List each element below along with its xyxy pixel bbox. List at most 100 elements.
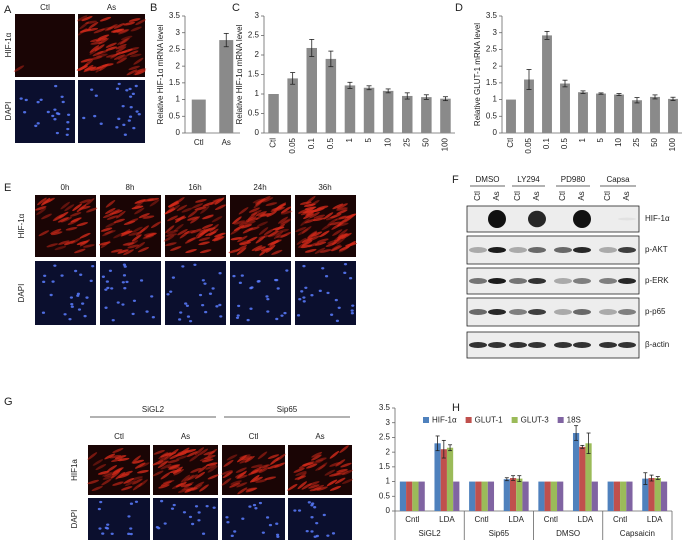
nucleus — [157, 526, 161, 530]
y-tick-label: 2 — [386, 447, 391, 456]
nucleus — [343, 271, 347, 275]
cell — [142, 215, 155, 219]
cell — [87, 452, 98, 460]
cell — [255, 211, 267, 217]
cell — [306, 234, 318, 242]
cell — [240, 456, 253, 461]
blot-band — [488, 210, 506, 228]
bar — [642, 478, 649, 511]
nucleus — [300, 290, 304, 293]
cell — [242, 227, 254, 234]
error-bar — [643, 472, 648, 485]
micrograph — [88, 498, 150, 540]
cell — [82, 244, 95, 248]
cell — [228, 249, 241, 254]
nucleus — [66, 127, 70, 131]
nucleus — [266, 310, 270, 313]
nucleus — [179, 311, 183, 314]
nucleus — [330, 313, 334, 316]
nucleus — [79, 273, 83, 276]
error-bar — [290, 72, 296, 85]
blot-band — [599, 309, 617, 315]
cell — [265, 244, 276, 253]
nucleus — [304, 286, 308, 289]
nucleus — [51, 114, 55, 118]
nucleus — [310, 530, 314, 533]
nucleus — [122, 263, 127, 266]
cell — [236, 455, 247, 463]
cell — [303, 213, 314, 220]
cell — [54, 214, 65, 221]
column-label: Ctl — [40, 3, 50, 12]
y-tick-label: 1.5 — [486, 78, 498, 87]
cell — [257, 451, 268, 460]
nucleus — [134, 84, 138, 88]
cell — [131, 205, 144, 210]
cell — [58, 211, 69, 219]
cell — [239, 454, 251, 459]
group-label: SiGL2 — [142, 405, 165, 414]
nucleus — [24, 98, 28, 102]
cell — [147, 197, 160, 202]
legend-label: 18S — [567, 416, 581, 425]
nucleus — [85, 296, 89, 299]
cell — [80, 58, 93, 63]
cell — [105, 25, 116, 32]
micrograph — [230, 261, 291, 325]
cell — [184, 474, 194, 483]
micrograph — [15, 80, 75, 143]
cell — [65, 227, 78, 231]
legend-swatch — [511, 417, 518, 423]
lane-label: Ctl — [603, 191, 612, 201]
cell — [202, 214, 214, 220]
cell — [86, 207, 98, 213]
nucleus — [240, 274, 244, 277]
nucleus — [122, 123, 126, 127]
cell — [105, 46, 118, 51]
panel-letter: D — [455, 2, 463, 14]
cell — [79, 232, 91, 239]
cell — [338, 228, 348, 237]
cell — [181, 486, 194, 491]
x-tick-label: LDA — [578, 515, 594, 524]
y-tick-label: 1.5 — [169, 78, 181, 87]
nucleus — [211, 287, 215, 290]
nucleus — [135, 110, 139, 113]
cell — [85, 66, 97, 72]
nucleus — [129, 527, 133, 530]
nucleus — [69, 296, 74, 299]
cell — [54, 245, 67, 251]
micrograph-bg — [88, 498, 150, 540]
cell — [195, 471, 206, 479]
micrograph-bg — [153, 498, 218, 540]
legend-label: GLUT-1 — [475, 416, 504, 425]
nucleus — [131, 312, 135, 316]
x-tick-label: 1 — [578, 137, 587, 142]
treatment-label: PD980 — [561, 175, 586, 184]
nucleus — [191, 522, 195, 526]
micrograph — [152, 445, 219, 495]
nucleus — [201, 532, 206, 535]
x-tick-label: 100 — [441, 137, 450, 151]
cell — [299, 201, 312, 205]
cell — [90, 41, 103, 45]
cell — [131, 234, 142, 242]
nucleus — [101, 532, 105, 535]
x-tick-label: 25 — [402, 137, 411, 146]
nucleus — [225, 516, 229, 519]
group-label: SiGL2 — [419, 529, 442, 538]
cell — [99, 16, 112, 22]
blot-band — [599, 247, 617, 253]
cell — [280, 231, 292, 238]
blot-band — [509, 309, 527, 315]
cell — [300, 210, 313, 216]
cell — [50, 228, 62, 235]
micrograph-bg — [288, 498, 352, 540]
nucleus — [57, 112, 61, 116]
nucleus — [293, 509, 297, 512]
nucleus — [237, 304, 241, 308]
cell — [163, 235, 175, 242]
cell — [163, 452, 174, 461]
blot-band — [528, 309, 546, 315]
nucleus — [122, 274, 127, 277]
